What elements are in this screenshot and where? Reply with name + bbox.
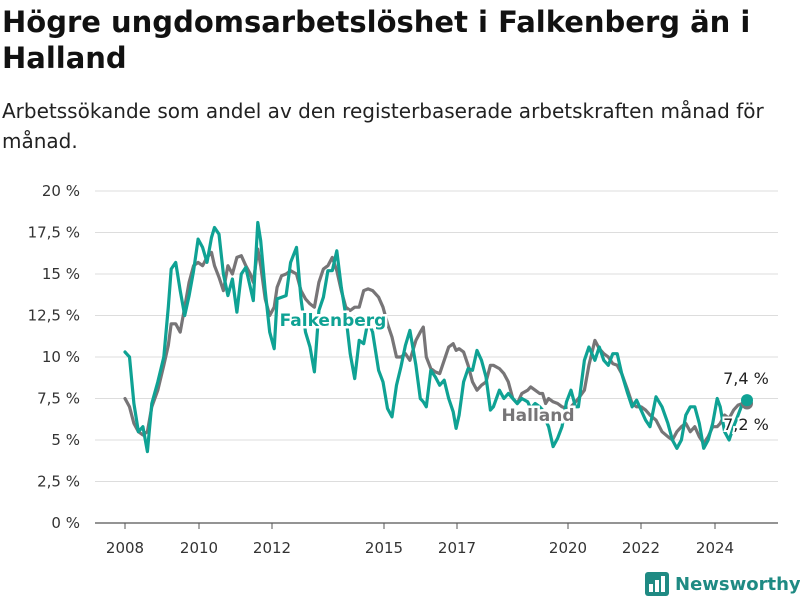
end-marker-falkenberg (741, 394, 753, 407)
chart-subtitle: Arbetssökande som andel av den registerb… (2, 99, 764, 153)
x-tick-label: 2015 (365, 539, 403, 557)
x-tick-label: 2012 (253, 539, 291, 557)
chart-title: Högre ungdomsarbetslöshet i Falkenberg ä… (2, 5, 751, 75)
y-tick-label: 20 % (42, 182, 80, 200)
brand-name: Newsworthy (675, 573, 800, 595)
x-tick-label: 2020 (549, 539, 587, 557)
x-tick-label: 2017 (438, 539, 476, 557)
x-axis-ticks: 2008 2010 2012 2015 2017 2020 2022 2024 (106, 523, 734, 557)
series-label-falkenberg: Falkenberg (280, 311, 387, 331)
chart-labels: 7,4 % 7,2 % Falkenberg Halland (277, 309, 771, 437)
series-line-falkenberg (123, 220, 749, 454)
y-tick-label: 12,5 % (28, 307, 80, 325)
x-tick-label: 2008 (106, 539, 144, 557)
y-tick-label: 7,5 % (37, 390, 80, 408)
y-axis-ticks: 0 % 2,5 % 5 % 7,5 % 10 % 12,5 % 15 % 17,5 % 20 % (28, 182, 80, 532)
x-tick-label: 2024 (696, 539, 734, 557)
chart-series (123, 220, 749, 454)
bar-chart-logo-icon (645, 572, 669, 596)
y-tick-label: 2,5 % (37, 473, 80, 491)
y-tick-label: 5 % (51, 431, 80, 449)
x-tick-label: 2010 (180, 539, 218, 557)
y-tick-label: 15 % (42, 265, 80, 283)
newsworthy-brand: Newsworthy (645, 570, 800, 598)
chart-grid (95, 190, 778, 524)
series-label-halland: Halland (501, 406, 574, 426)
y-tick-label: 10 % (42, 348, 80, 366)
y-tick-label: 17,5 % (28, 224, 80, 242)
y-tick-label: 0 % (51, 514, 80, 532)
x-tick-label: 2022 (622, 539, 660, 557)
end-label-falkenberg: 7,4 % (723, 369, 769, 388)
end-label-halland: 7,2 % (723, 415, 769, 434)
